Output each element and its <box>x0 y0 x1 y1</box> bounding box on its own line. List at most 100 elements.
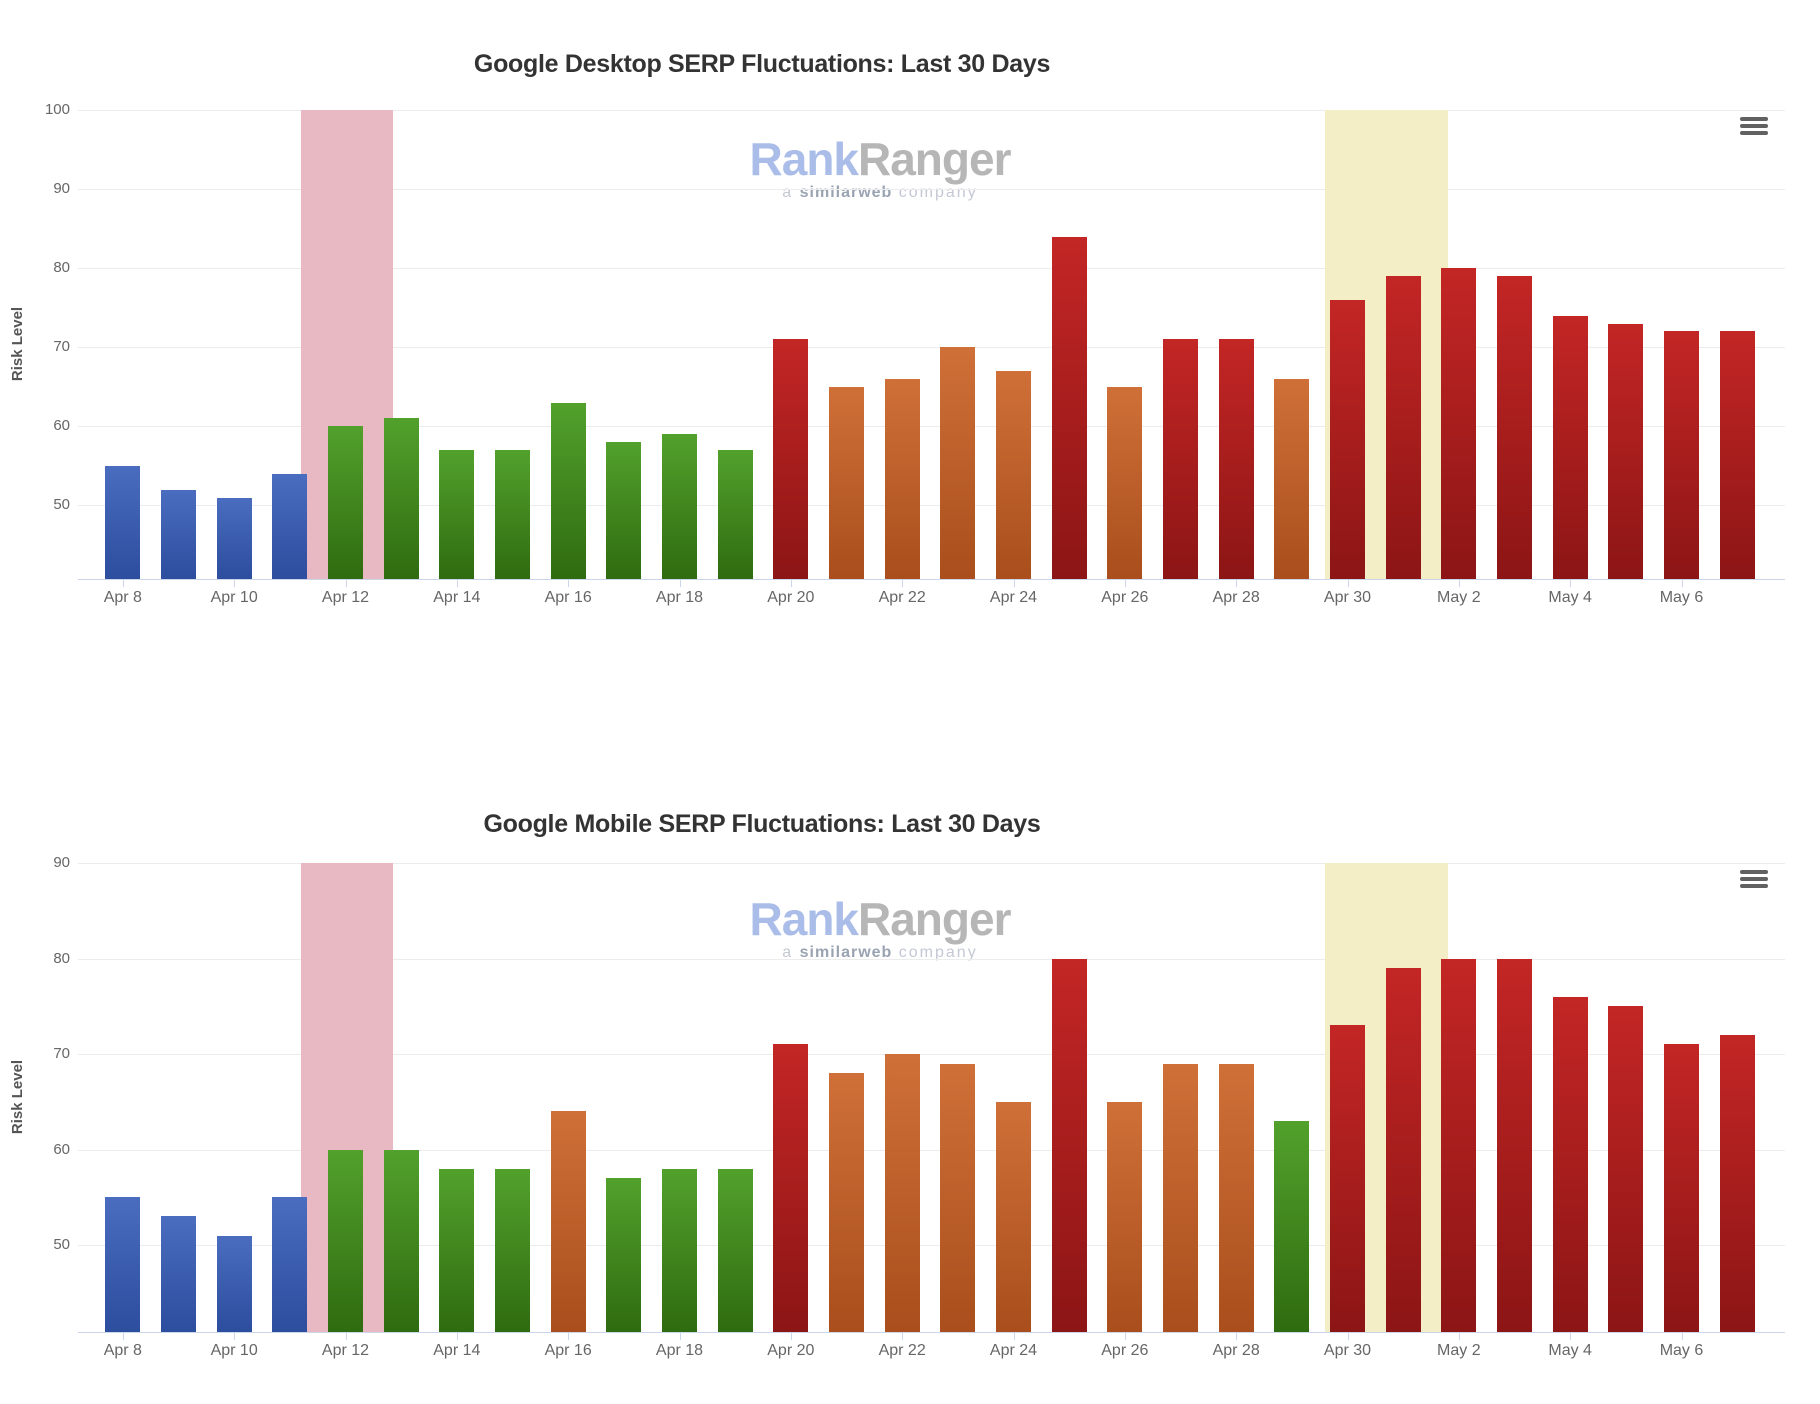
risk-level-bar[interactable] <box>829 1073 864 1332</box>
risk-level-bar[interactable] <box>550 402 586 579</box>
risk-level-bar[interactable] <box>216 1235 252 1332</box>
x-axis-tick <box>902 1333 904 1340</box>
risk-level-bar[interactable] <box>439 1168 475 1332</box>
x-axis-tick-label: Apr 18 <box>655 1342 704 1359</box>
risk-level-bar[interactable] <box>272 1197 308 1332</box>
risk-level-bar[interactable] <box>1664 331 1699 579</box>
hamburger-bar <box>1740 884 1768 888</box>
risk-level-bar[interactable] <box>216 497 252 579</box>
x-axis-tick <box>1347 1333 1349 1340</box>
risk-level-bar[interactable] <box>383 1149 419 1332</box>
x-axis-tick <box>679 1333 681 1340</box>
risk-level-bar[interactable] <box>884 1054 920 1332</box>
risk-level-bar[interactable] <box>1330 1025 1365 1332</box>
risk-level-bar[interactable] <box>161 1216 196 1332</box>
x-axis-tick <box>1681 1333 1683 1340</box>
risk-level-bar[interactable] <box>495 450 530 579</box>
risk-level-bar[interactable] <box>1051 958 1087 1332</box>
risk-level-bar[interactable] <box>328 426 363 579</box>
risk-level-bar[interactable] <box>328 1149 363 1332</box>
x-axis-tick-label: May 2 <box>1437 1342 1481 1359</box>
risk-level-bar[interactable] <box>996 1101 1031 1332</box>
y-gridline <box>78 958 1785 960</box>
risk-level-bar[interactable] <box>105 1197 141 1332</box>
y-axis-tick-label: 100 <box>44 101 70 118</box>
watermark-tagline: a similarweb company <box>782 184 978 201</box>
x-axis-tick <box>1124 580 1126 587</box>
x-axis-tick <box>345 580 347 587</box>
risk-level-bar[interactable] <box>606 442 642 579</box>
risk-level-bar[interactable] <box>1107 1101 1143 1332</box>
risk-level-bar[interactable] <box>717 450 753 579</box>
risk-level-bar[interactable] <box>550 1111 586 1332</box>
risk-level-bar[interactable] <box>996 370 1031 579</box>
risk-level-bar[interactable] <box>1664 1044 1699 1332</box>
x-axis-tick-label: Apr 10 <box>210 589 258 606</box>
risk-level-bar[interactable] <box>1608 1006 1644 1332</box>
risk-level-bar[interactable] <box>940 347 976 579</box>
x-axis-tick-label: Apr 30 <box>1323 1342 1372 1359</box>
risk-level-bar[interactable] <box>717 1168 753 1332</box>
risk-level-bar[interactable] <box>1441 268 1477 579</box>
risk-level-bar[interactable] <box>495 1168 530 1332</box>
risk-level-bar[interactable] <box>439 450 475 579</box>
risk-level-bar[interactable] <box>1552 315 1588 579</box>
risk-level-bar[interactable] <box>606 1178 642 1332</box>
risk-level-bar[interactable] <box>1051 236 1087 579</box>
risk-level-bar[interactable] <box>1218 339 1254 579</box>
risk-level-bar[interactable] <box>383 418 419 579</box>
hamburger-menu-icon[interactable] <box>1740 870 1768 890</box>
y-axis-tick-label: 90 <box>53 180 70 198</box>
risk-level-bar[interactable] <box>1330 299 1365 579</box>
risk-level-bar[interactable] <box>1274 378 1310 579</box>
risk-level-bar[interactable] <box>1552 996 1588 1332</box>
risk-level-bar[interactable] <box>1385 276 1421 579</box>
x-axis-tick-label: Apr 24 <box>989 589 1038 606</box>
watermark-brand-secondary: Ranger <box>858 133 1011 185</box>
risk-level-bar[interactable] <box>1497 276 1532 579</box>
y-gridline <box>78 426 1785 428</box>
x-axis-tick <box>568 580 570 587</box>
x-axis-tick <box>1013 580 1015 587</box>
x-axis-tick-label: Apr 26 <box>1101 1342 1149 1359</box>
risk-level-bar[interactable] <box>105 465 141 579</box>
hamburger-menu-icon[interactable] <box>1740 117 1768 137</box>
x-axis-tick <box>1236 1333 1238 1340</box>
risk-level-bar[interactable] <box>940 1063 976 1332</box>
risk-level-bar[interactable] <box>1719 331 1755 579</box>
risk-level-bar[interactable] <box>1107 386 1143 579</box>
risk-level-bar[interactable] <box>1441 958 1477 1332</box>
x-axis-tick <box>1570 580 1572 587</box>
risk-level-bar[interactable] <box>1163 339 1198 579</box>
risk-level-bar[interactable] <box>773 339 809 579</box>
y-axis-title: Risk Level <box>9 1059 26 1135</box>
y-gridline <box>78 505 1785 507</box>
risk-level-bar[interactable] <box>1274 1120 1310 1332</box>
hamburger-bar <box>1740 131 1768 135</box>
y-gridline <box>78 268 1785 270</box>
y-axis-tick-label: 60 <box>53 417 70 435</box>
risk-level-bar[interactable] <box>1497 958 1532 1332</box>
rankranger-logo: RankRanger <box>700 136 1060 182</box>
x-axis-tick <box>1236 580 1238 587</box>
risk-level-bar[interactable] <box>161 489 196 579</box>
risk-level-bar[interactable] <box>773 1044 809 1332</box>
risk-level-bar[interactable] <box>1218 1063 1254 1332</box>
risk-level-bar[interactable] <box>1719 1034 1755 1332</box>
rankranger-watermark: RankRanger a similarweb company <box>700 136 1060 202</box>
risk-level-bar[interactable] <box>1385 968 1421 1332</box>
x-axis-tick-label: Apr 20 <box>767 1342 815 1359</box>
x-axis-tick-label: Apr 22 <box>878 589 926 606</box>
risk-level-bar[interactable] <box>662 434 697 579</box>
risk-level-bar[interactable] <box>662 1168 697 1332</box>
risk-level-bar[interactable] <box>1608 323 1644 579</box>
y-axis-tick-label: 80 <box>53 259 70 277</box>
y-gridline <box>78 110 1785 111</box>
risk-level-bar[interactable] <box>884 378 920 579</box>
x-axis-tick <box>1570 1333 1572 1340</box>
risk-level-bar[interactable] <box>829 386 864 579</box>
risk-level-bar[interactable] <box>1163 1063 1198 1332</box>
risk-level-bar[interactable] <box>272 473 308 579</box>
y-gridline <box>78 1054 1785 1056</box>
